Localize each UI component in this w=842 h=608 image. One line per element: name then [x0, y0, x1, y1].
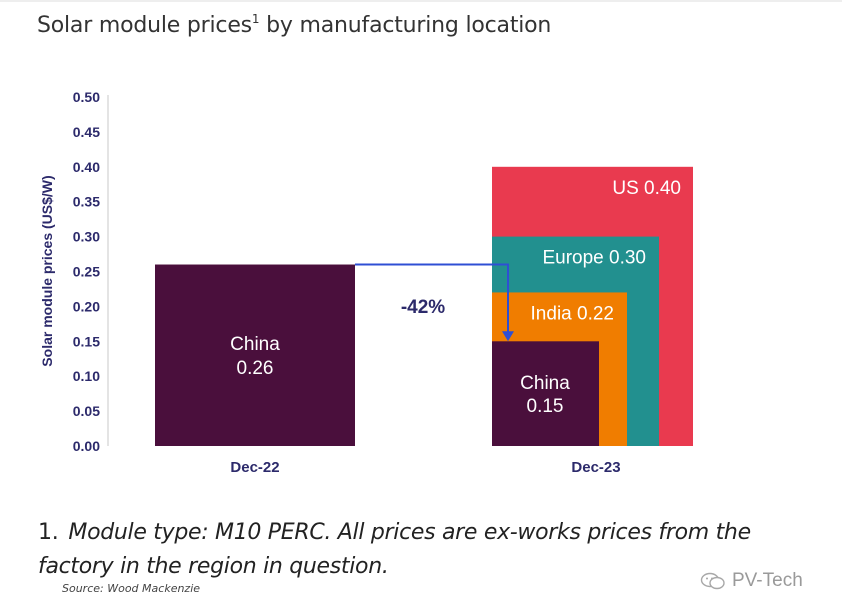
- watermark: PV-Tech: [700, 570, 803, 592]
- y-tick-label: 0.20: [73, 298, 100, 314]
- top-divider: [0, 0, 842, 2]
- wechat-icon: [700, 572, 725, 590]
- bar-label-value-china-dec-22: 0.26: [237, 358, 274, 379]
- footnote-text: Module type: M10 PERC. All prices are ex…: [38, 520, 751, 579]
- footnote-number: 1.: [38, 520, 59, 545]
- watermark-text: PV-Tech: [732, 570, 803, 591]
- y-tick-label: 0.05: [73, 403, 100, 419]
- y-tick-label: 0.30: [73, 229, 100, 245]
- source-note: Source: Wood Mackenzie: [62, 582, 201, 595]
- change-arrow-head: [502, 331, 514, 342]
- title-main: Solar module prices: [37, 13, 252, 38]
- bar-label-india-dec-23: India 0.22: [531, 303, 614, 324]
- y-tick-label: 0.10: [73, 368, 100, 384]
- bar-label-name-china-dec-23: China: [520, 373, 570, 394]
- chart-title: Solar module prices1 by manufacturing lo…: [37, 12, 551, 38]
- y-axis-title: Solar module prices (US$/W): [39, 175, 55, 366]
- bar-label-us-dec-23: US 0.40: [612, 178, 681, 199]
- bar-china-dec-23: [492, 341, 599, 446]
- y-tick-label: 0.40: [73, 159, 100, 175]
- title-footnote-marker: 1: [251, 12, 260, 26]
- y-tick-label: 0.45: [73, 124, 100, 140]
- change-percent-label: -42%: [401, 297, 445, 318]
- y-tick-label: 0.25: [73, 264, 100, 280]
- bar-label-value-china-dec-23: 0.15: [527, 396, 564, 417]
- bar-china-dec-22: [155, 264, 355, 446]
- price-chart: 0.50 0.45 0.40 0.35 0.30 0.25 0.20 0.15 0.10 0.05…: [39, 89, 693, 476]
- y-tick-label: 0.15: [73, 333, 100, 349]
- title-rest: by manufacturing location: [259, 13, 552, 38]
- bar-label-europe-dec-23: Europe 0.30: [542, 248, 646, 269]
- bar-label-name-china-dec-22: China: [230, 334, 280, 355]
- change-arrow-line: [355, 263, 509, 336]
- y-tick-label: 0.35: [73, 194, 100, 210]
- x-category-label: Dec-23: [571, 459, 620, 476]
- y-tick-label: 0.50: [73, 89, 100, 105]
- y-tick-label: 0.00: [73, 438, 100, 454]
- footnote: 1. Module type: M10 PERC. All prices are …: [38, 516, 828, 584]
- x-category-label: Dec-22: [230, 459, 279, 476]
